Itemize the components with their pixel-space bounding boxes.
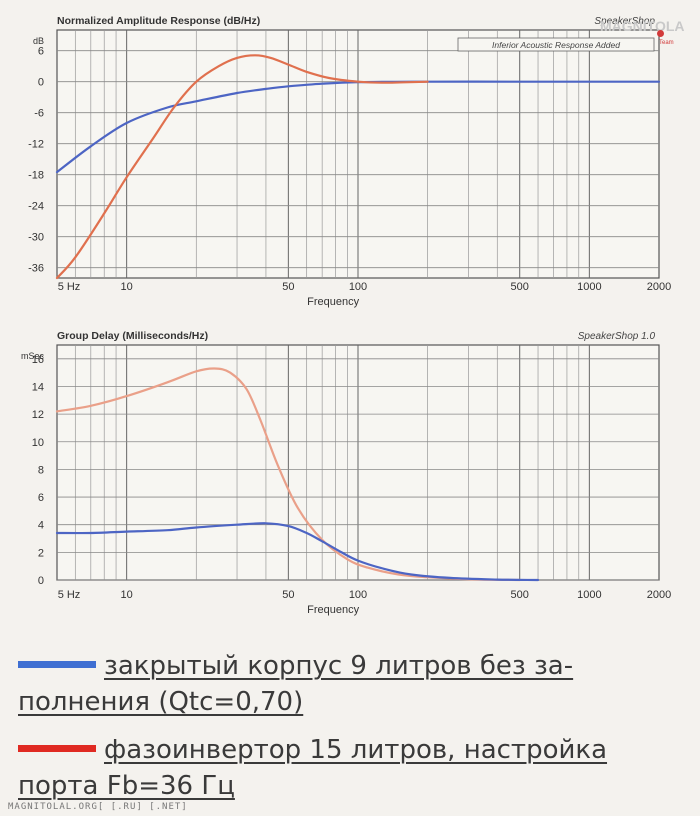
x-tick-label: 2000 <box>647 281 671 293</box>
legend-text-line2: полнения (Qtc=0,70) <box>18 687 304 717</box>
x-tick-label: 100 <box>349 589 367 601</box>
x-tick-label: 500 <box>511 281 529 293</box>
y-unit-label: mSec <box>21 351 45 361</box>
y-tick-label: -12 <box>28 139 44 151</box>
site-logo: MAGNITOLA <box>600 18 685 34</box>
legend-text-line1: фазоинвертор 15 литров, настройка <box>104 735 608 765</box>
y-tick-label: -24 <box>28 201 44 213</box>
y-tick-label: 6 <box>38 492 44 504</box>
y-tick-label: -36 <box>28 263 44 275</box>
x-tick-label: 100 <box>349 281 367 293</box>
x-axis-label: Frequency <box>307 604 359 616</box>
y-tick-label: 16 <box>32 354 44 366</box>
x-tick-label: 10 <box>121 589 133 601</box>
y-tick-label: 4 <box>38 520 44 532</box>
x-tick-label: 5 Hz <box>58 281 81 293</box>
y-tick-label: -18 <box>28 170 44 182</box>
chart-title: Normalized Amplitude Response (dB/Hz) <box>57 15 260 27</box>
x-tick-label: 1000 <box>577 281 601 293</box>
series-line-blue <box>55 522 540 582</box>
y-tick-label: 12 <box>32 409 44 421</box>
x-tick-label: 5 Hz <box>58 589 81 601</box>
y-tick-label: 2 <box>38 547 44 559</box>
legend-text-line2: порта Fb=36 Гц <box>18 771 235 801</box>
x-tick-label: 1000 <box>577 589 601 601</box>
x-tick-label: 2000 <box>647 589 671 601</box>
legend-swatch-blue <box>18 661 96 668</box>
x-tick-label: 50 <box>282 281 294 293</box>
subtitle-box <box>457 37 655 52</box>
y-tick-label: 10 <box>32 437 44 449</box>
logo-dot-icon <box>657 30 664 37</box>
x-tick-label: 10 <box>121 281 133 293</box>
legend-item-bass-reflex: фазоинвертор 15 литров, настройка порта … <box>18 732 678 804</box>
y-unit-label: dB <box>33 36 44 46</box>
x-tick-label: 50 <box>282 589 294 601</box>
y-tick-label: 0 <box>38 575 44 587</box>
legend-item-closed-box: закрытый корпус 9 литров без за- полнени… <box>18 648 678 720</box>
series-line-red_pale <box>55 367 521 582</box>
x-tick-label: 500 <box>511 589 529 601</box>
y-tick-label: 14 <box>32 381 44 393</box>
y-tick-label: 0 <box>38 77 44 89</box>
legend-text-line1: закрытый корпус 9 литров без за- <box>104 651 574 681</box>
logo-team-text: Team <box>659 40 674 46</box>
subtitle-box-text: Inferior Acoustic Response Added <box>492 40 620 50</box>
y-tick-label: 8 <box>38 464 44 476</box>
y-tick-label: -6 <box>34 108 44 120</box>
footer-credit: MAGNITOLAL.ORG[ [.RU] [.NET] <box>8 802 188 812</box>
x-axis-label: Frequency <box>307 296 359 308</box>
chart-title: Group Delay (Milliseconds/Hz) <box>57 330 208 342</box>
y-tick-label: -30 <box>28 232 44 244</box>
y-tick-label: 6 <box>38 46 44 58</box>
legend-swatch-red <box>18 745 96 752</box>
series-line-blue <box>55 80 661 174</box>
software-label: SpeakerShop <box>594 16 655 27</box>
series-line-red <box>55 54 429 280</box>
software-label: SpeakerShop 1.0 <box>578 331 656 342</box>
